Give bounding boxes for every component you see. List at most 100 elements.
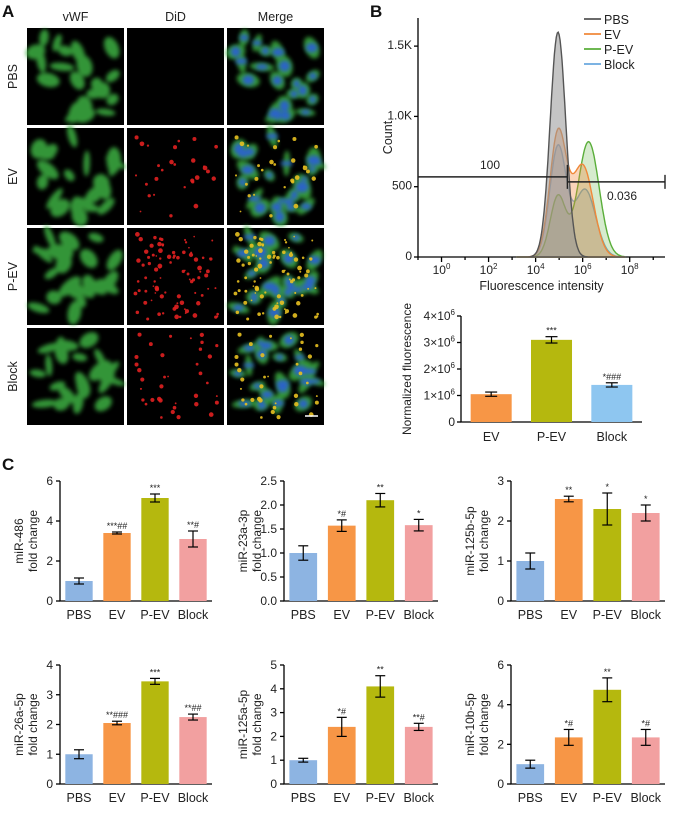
significance-label: **##: [184, 703, 201, 713]
category-label-block: Block: [178, 791, 209, 805]
bar-block: [591, 384, 633, 422]
y-tick-label: 0: [448, 415, 455, 429]
panel-a-label: A: [2, 2, 14, 21]
legend-label-pbs: PBS: [604, 13, 629, 27]
micrograph-p-ev-merge: [227, 225, 324, 325]
bar-p-ev: [530, 339, 573, 422]
y-tick-label: 2.0: [260, 498, 277, 512]
y-tick-label: 2: [46, 554, 53, 568]
y-tick-label: 0: [497, 777, 504, 791]
significance-label: **: [565, 485, 573, 495]
bar-block: [179, 717, 207, 784]
significance-label: **#: [413, 712, 425, 722]
bar-pbs: [516, 764, 545, 784]
x-tick-label: 102: [480, 262, 498, 277]
micrograph-ev-merge: [227, 125, 327, 227]
micrograph-block-merge: [227, 328, 326, 425]
microscopy-panel: vWF DiD Merge PBS EV P-EV Block: [6, 10, 327, 425]
category-label-ev: EV: [333, 791, 350, 805]
category-label-ev: EV: [560, 608, 577, 622]
category-label-p-ev: P-EV: [537, 430, 567, 444]
y-axis-label: fold change: [477, 693, 491, 755]
y-axis-label: miR-125a-5p: [236, 689, 250, 759]
y-axis-label: miR-486: [12, 518, 26, 564]
category-label-block: Block: [630, 791, 661, 805]
legend-label-ev: EV: [604, 28, 621, 42]
category-label-block: Block: [597, 430, 628, 444]
micrograph-block-did: [127, 328, 224, 425]
bar-pbs: [289, 553, 318, 601]
y-axis-label: fold change: [477, 510, 491, 572]
bar-block: [404, 525, 433, 601]
y-tick-label: 2×106: [424, 361, 456, 376]
y-tick-label: 4×106: [424, 308, 456, 323]
y-tick-label: 3: [497, 474, 504, 488]
bar-block: [404, 726, 433, 784]
y-tick-label: 1.0: [260, 546, 277, 560]
y-tick-label: 0: [405, 249, 412, 263]
category-label-ev: EV: [109, 791, 126, 805]
category-label-pbs: PBS: [291, 608, 316, 622]
histogram-chart: 0 500 1.0K 1.5K 100 102 104 106 108 Fluorescence …: [381, 13, 666, 293]
y-axis-label: Normalized fluorescence: [400, 303, 414, 435]
y-axis-label: fold change: [250, 693, 264, 755]
y-tick-label: 6: [46, 474, 53, 488]
y-tick-label: 1.5K: [387, 38, 412, 52]
significance-label: *: [644, 494, 648, 504]
y-tick-label: 6: [497, 658, 504, 672]
chart-mir-125a-5p: 0 1 2 3 4 5 PBS EV *# P-EV ** Block **# miR-125a-5p fo…: [236, 658, 438, 805]
category-label-block: Block: [403, 791, 434, 805]
bar-p-ev: [593, 689, 622, 784]
y-tick-label: 1.0K: [387, 108, 412, 122]
bar-p-ev: [366, 686, 395, 784]
significance-label: ***: [546, 326, 557, 336]
bar-ev: [470, 394, 512, 422]
y-tick-label: 2: [46, 718, 53, 732]
micrograph-pbs-vwf: [25, 28, 124, 125]
significance-label: **: [377, 482, 385, 492]
bar-block: [631, 513, 660, 601]
y-tick-label: 5: [270, 658, 277, 672]
bar-p-ev: [141, 681, 169, 784]
y-axis-label: fold change: [250, 510, 264, 572]
y-axis-label: miR-10b-5p: [463, 693, 477, 756]
micrograph-p-ev-vwf: [27, 225, 124, 325]
y-tick-label: 0: [46, 777, 53, 791]
panel-b-label: B: [370, 2, 382, 21]
chart-mir-10b-5p: 0 2 4 6 PBS EV *# P-EV ** Block *# miR-10b-5p fold c…: [463, 658, 665, 805]
y-axis-label: miR-26a-5p: [12, 693, 26, 756]
y-tick-label: 4: [46, 658, 53, 672]
category-label-pbs: PBS: [66, 608, 91, 622]
y-axis-label: miR-125b-5p: [463, 506, 477, 576]
column-label-did: DiD: [165, 10, 186, 24]
y-tick-label: 0.0: [260, 594, 277, 608]
y-tick-label: 0: [270, 777, 277, 791]
significance-label: *: [417, 508, 421, 518]
micrograph-ev-did: [127, 128, 224, 225]
micrograph-block-vwf: [27, 328, 126, 425]
category-label-block: Block: [630, 608, 661, 622]
x-axis-label: Fluorescence intensity: [479, 279, 604, 293]
x-tick-label: 106: [574, 262, 592, 277]
bar-ev: [327, 525, 356, 601]
legend-label-p-ev: P-EV: [604, 43, 634, 57]
significance-label: ***##: [107, 521, 128, 531]
y-tick-label: 3: [46, 688, 53, 702]
category-label-p-ev: P-EV: [593, 608, 623, 622]
chart-mir-486: 0 2 4 6 PBS EV ***## P-EV *** Block **# miR-486 fold…: [12, 474, 212, 622]
y-tick-label: 1×106: [424, 388, 456, 403]
row-label-p-ev: P-EV: [6, 261, 20, 291]
panel-c-label: C: [2, 455, 14, 474]
significance-label: *###: [603, 372, 622, 382]
category-label-pbs: PBS: [291, 791, 316, 805]
y-tick-label: 2.5: [260, 474, 277, 488]
micrograph-p-ev-did: [127, 228, 224, 325]
y-axis-label: fold change: [26, 693, 40, 755]
row-label-ev: EV: [6, 168, 20, 185]
significance-label: **: [604, 667, 612, 677]
bar-ev: [554, 499, 583, 601]
category-label-p-ev: P-EV: [366, 608, 396, 622]
